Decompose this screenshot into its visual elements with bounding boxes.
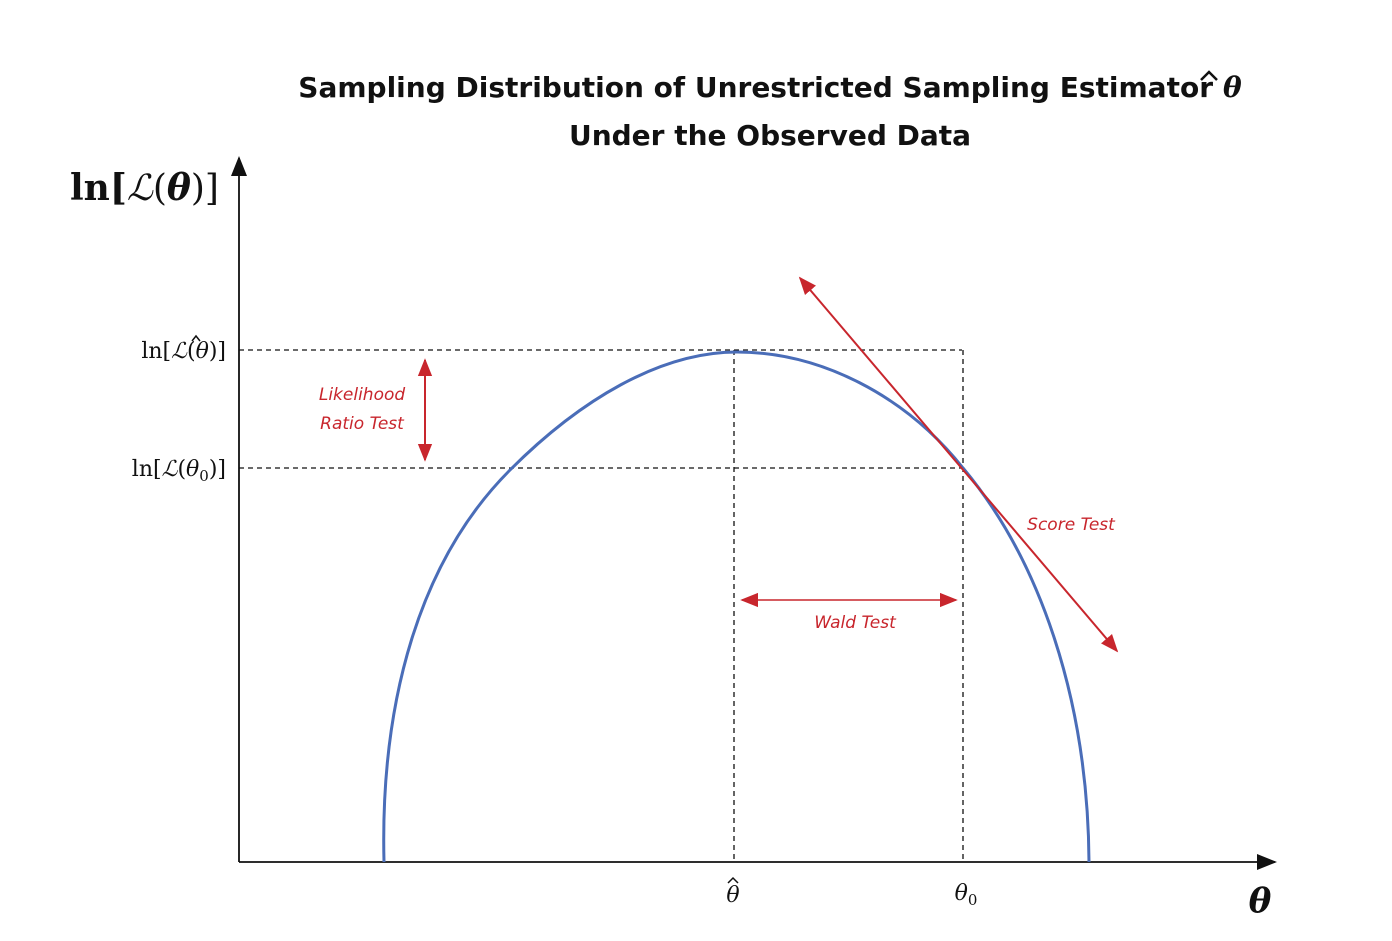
chart-title-line1: Sampling Distribution of Unrestricted Sa…: [298, 71, 1242, 104]
x-axis-label: θ: [1249, 881, 1272, 921]
x-tick-theta-null: θ0: [955, 881, 978, 909]
y-tick-max-loglik: ln[ℒ(θ)]: [141, 339, 226, 364]
y-tick-theta-hat-accent: [191, 334, 201, 342]
title-theta-hat: [1200, 70, 1218, 81]
log-likelihood-curve: [382, 350, 1091, 863]
score-test-label: Score Test: [1027, 515, 1116, 535]
x-tick-theta-hat: θ: [726, 883, 739, 908]
score-test-tangent-arrow: [798, 276, 1119, 653]
title-theta-symbol: θ: [1223, 71, 1242, 104]
y-axis-label: ln[ℒ(θ)]: [70, 167, 219, 209]
y-tick-null-loglik: ln[ℒ(θ0)]: [132, 457, 226, 485]
wald-test-label: Wald Test: [814, 613, 897, 633]
likelihood-ratio-label-line1: Likelihood: [319, 385, 406, 405]
likelihood-ratio-label-line2: Ratio Test: [320, 414, 405, 434]
chart-title-line2: Under the Observed Data: [569, 119, 971, 152]
x-tick-theta-hat-accent: [727, 876, 739, 884]
